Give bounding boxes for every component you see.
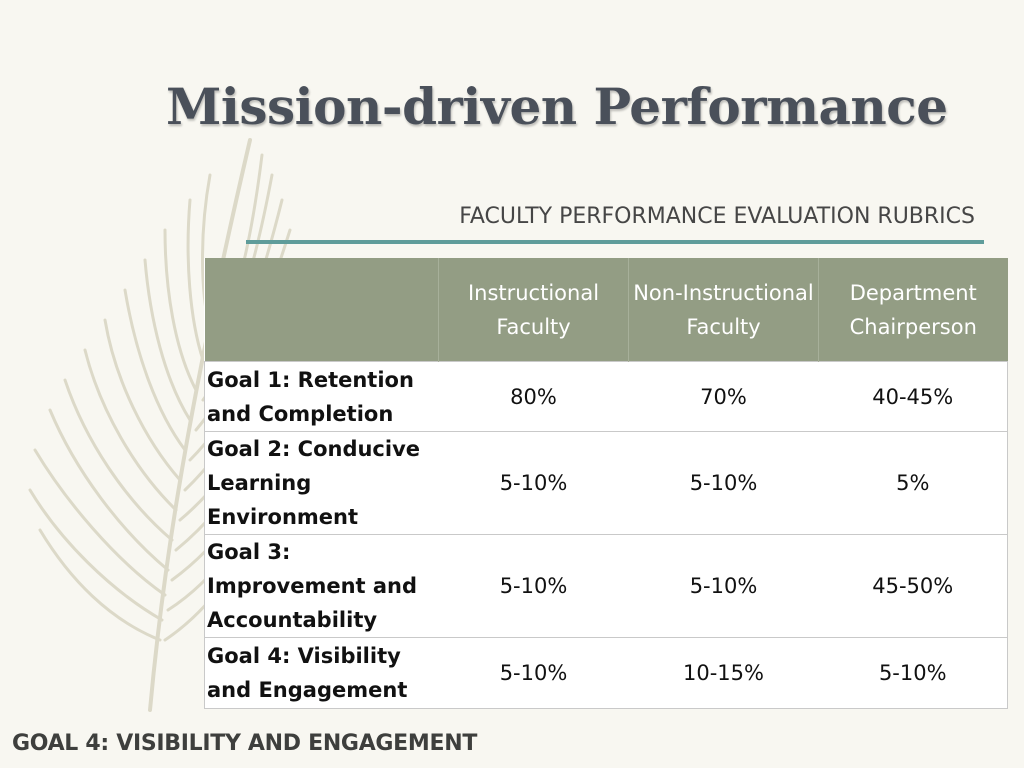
rubric-table: Instructional Faculty Non-Instructional … <box>204 258 1008 709</box>
header-instructional-faculty: Instructional Faculty <box>438 258 629 362</box>
table-cell: 5% <box>818 431 1008 535</box>
table-row: Goal 1: Retention and Completion 80% 70%… <box>204 361 1008 432</box>
table-cell: 5-10% <box>438 431 629 535</box>
table-cell: 5-10% <box>818 637 1008 709</box>
table-row: Goal 2: Conducive Learning Environment 5… <box>204 431 1008 535</box>
goal-label: Goal 2: Conducive Learning Environment <box>204 431 439 535</box>
table-cell: 40-45% <box>818 361 1008 432</box>
table-cell: 45-50% <box>818 534 1008 638</box>
table-cell: 80% <box>438 361 629 432</box>
slide-title: Mission-driven Performance <box>166 77 948 136</box>
table-cell: 5-10% <box>628 534 819 638</box>
goal-label: Goal 3: Improvement and Accountability <box>204 534 439 638</box>
table-header-row: Instructional Faculty Non-Instructional … <box>204 258 1008 362</box>
header-department-chairperson: Department Chairperson <box>818 258 1008 362</box>
table-cell: 10-15% <box>628 637 819 709</box>
header-non-instructional-faculty: Non-Instructional Faculty <box>628 258 819 362</box>
accent-divider <box>246 240 984 244</box>
table-cell: 5-10% <box>438 534 629 638</box>
section-footer: GOAL 4: VISIBILITY AND ENGAGEMENT <box>12 731 478 756</box>
table-cell: 5-10% <box>438 637 629 709</box>
header-corner <box>204 258 439 362</box>
table-row: Goal 4: Visibility and Engagement 5-10% … <box>204 637 1008 709</box>
goal-label: Goal 1: Retention and Completion <box>204 361 439 432</box>
table-row: Goal 3: Improvement and Accountability 5… <box>204 534 1008 638</box>
slide-subtitle: FACULTY PERFORMANCE EVALUATION RUBRICS <box>459 204 975 229</box>
goal-label: Goal 4: Visibility and Engagement <box>204 637 439 709</box>
table-cell: 70% <box>628 361 819 432</box>
table-cell: 5-10% <box>628 431 819 535</box>
